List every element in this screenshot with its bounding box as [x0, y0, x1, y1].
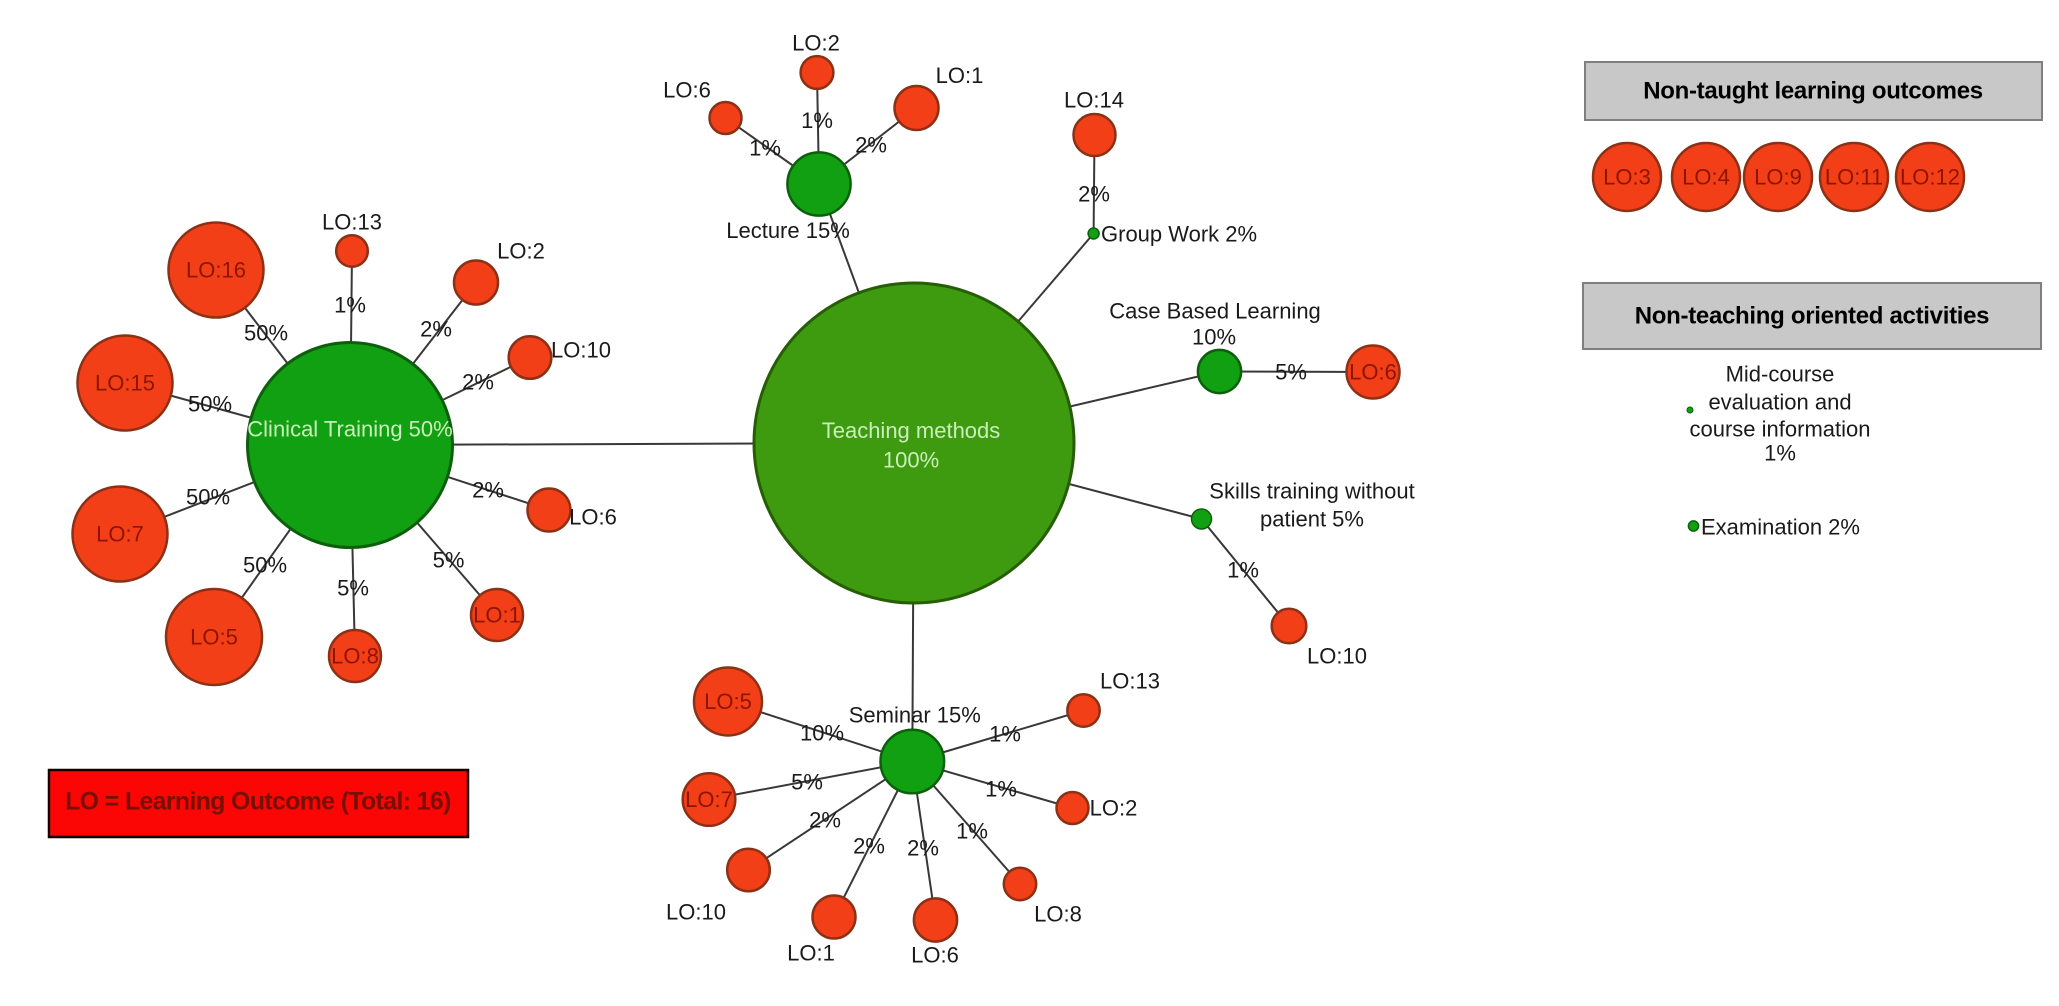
- svg-text:1%: 1%: [749, 136, 781, 161]
- svg-text:LO:12: LO:12: [1900, 165, 1960, 190]
- svg-text:5%: 5%: [791, 770, 823, 795]
- svg-text:LO:3: LO:3: [1603, 165, 1651, 190]
- svg-text:Lecture 15%: Lecture 15%: [726, 218, 850, 243]
- svg-text:2%: 2%: [462, 370, 494, 395]
- svg-text:50%: 50%: [244, 321, 288, 346]
- svg-text:2%: 2%: [1078, 182, 1110, 207]
- svg-text:LO:5: LO:5: [190, 625, 238, 650]
- svg-text:LO:8: LO:8: [331, 644, 379, 669]
- svg-text:LO:2: LO:2: [1090, 796, 1138, 821]
- svg-text:1%: 1%: [956, 819, 988, 844]
- svg-text:LO:6: LO:6: [663, 78, 711, 103]
- svg-text:LO:11: LO:11: [1825, 165, 1883, 190]
- svg-text:5%: 5%: [337, 576, 369, 601]
- svg-text:LO:13: LO:13: [1100, 669, 1160, 694]
- svg-text:Seminar 15%: Seminar 15%: [849, 703, 981, 728]
- svg-text:100%: 100%: [883, 448, 939, 473]
- svg-text:evaluation and: evaluation and: [1708, 390, 1851, 415]
- svg-text:LO:10: LO:10: [1307, 644, 1367, 669]
- svg-text:1%: 1%: [801, 108, 833, 133]
- svg-text:10%: 10%: [800, 721, 844, 746]
- svg-text:Mid-course: Mid-course: [1726, 362, 1835, 387]
- svg-text:course information: course information: [1690, 417, 1871, 442]
- svg-text:2%: 2%: [809, 808, 841, 833]
- svg-text:1%: 1%: [989, 722, 1021, 747]
- svg-text:2%: 2%: [907, 836, 939, 861]
- svg-text:LO:9: LO:9: [1754, 165, 1802, 190]
- svg-text:50%: 50%: [186, 485, 230, 510]
- svg-text:LO:1: LO:1: [787, 941, 835, 966]
- svg-text:LO:7: LO:7: [685, 787, 733, 812]
- svg-text:LO:10: LO:10: [666, 900, 726, 925]
- svg-text:2%: 2%: [420, 317, 452, 342]
- svg-text:2%: 2%: [855, 133, 887, 158]
- svg-text:1%: 1%: [1764, 441, 1796, 466]
- svg-text:Case Based Learning: Case Based Learning: [1109, 299, 1321, 324]
- svg-text:patient 5%: patient 5%: [1260, 507, 1364, 532]
- svg-text:Non-taught learning outcomes: Non-taught learning outcomes: [1643, 78, 1983, 105]
- svg-text:50%: 50%: [188, 392, 232, 417]
- svg-text:LO:1: LO:1: [473, 603, 521, 628]
- svg-text:LO:14: LO:14: [1064, 88, 1124, 113]
- svg-text:1%: 1%: [334, 293, 366, 318]
- svg-text:5%: 5%: [1275, 360, 1307, 385]
- svg-text:LO:5: LO:5: [704, 689, 752, 714]
- svg-text:LO:6: LO:6: [569, 505, 617, 530]
- svg-text:Non-teaching oriented activiti: Non-teaching oriented activities: [1635, 303, 1989, 330]
- svg-text:50%: 50%: [243, 553, 287, 578]
- svg-text:LO:7: LO:7: [96, 522, 144, 547]
- svg-text:1%: 1%: [985, 777, 1017, 802]
- svg-text:LO:4: LO:4: [1682, 165, 1730, 190]
- svg-text:LO:15: LO:15: [95, 371, 155, 396]
- svg-text:LO:6: LO:6: [1349, 360, 1397, 385]
- svg-text:2%: 2%: [853, 834, 885, 859]
- svg-text:LO:2: LO:2: [497, 239, 545, 264]
- svg-text:LO:10: LO:10: [551, 338, 611, 363]
- svg-text:Clinical Training 50%: Clinical Training 50%: [247, 417, 452, 442]
- svg-text:10%: 10%: [1192, 325, 1236, 350]
- svg-text:2%: 2%: [472, 478, 504, 503]
- svg-text:LO:16: LO:16: [186, 258, 246, 283]
- svg-text:Examination 2%: Examination 2%: [1701, 515, 1860, 540]
- svg-text:LO:8: LO:8: [1034, 902, 1082, 927]
- svg-text:LO = Learning Outcome (Total:: LO = Learning Outcome (Total: 16): [65, 789, 451, 816]
- svg-text:LO:2: LO:2: [792, 31, 840, 56]
- svg-text:Teaching methods: Teaching methods: [822, 418, 1001, 443]
- svg-text:Skills training without: Skills training without: [1209, 479, 1414, 504]
- svg-text:Group Work 2%: Group Work 2%: [1101, 222, 1257, 247]
- svg-text:LO:1: LO:1: [936, 63, 984, 88]
- svg-text:LO:6: LO:6: [911, 943, 959, 968]
- svg-text:1%: 1%: [1227, 558, 1259, 583]
- svg-text:LO:13: LO:13: [322, 210, 382, 235]
- svg-text:5%: 5%: [433, 548, 465, 573]
